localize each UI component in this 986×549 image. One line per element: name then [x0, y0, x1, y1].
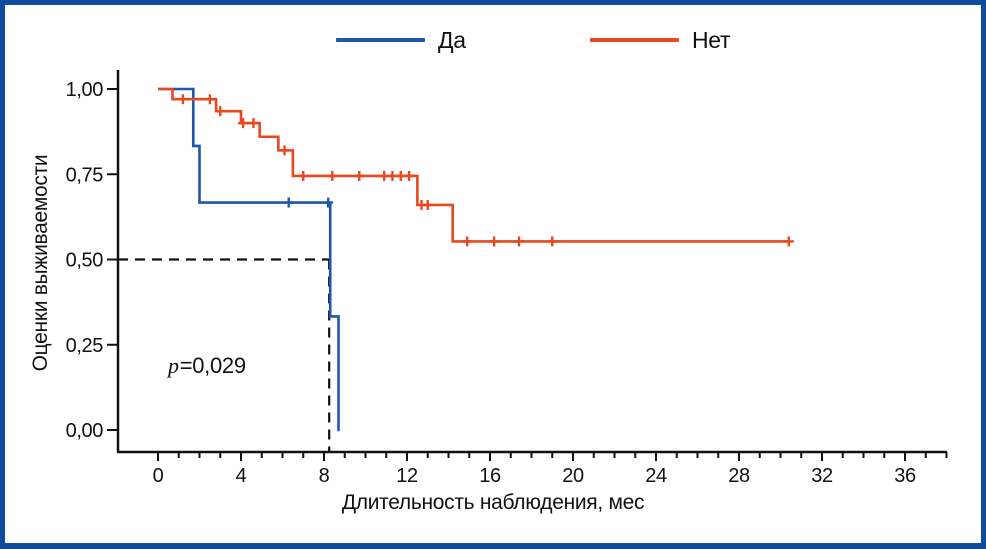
p-value-symbol: p: [168, 353, 179, 378]
y-tick-label: 0,00: [66, 420, 104, 442]
legend-line-sample-yes: [336, 38, 425, 42]
y-tick-label: 0,75: [66, 164, 104, 186]
legend-line-sample-no: [590, 38, 679, 42]
p-value-number: =0,029: [179, 353, 246, 378]
y-tick-label: 0,50: [66, 250, 104, 272]
x-tick-label: 4: [236, 465, 247, 487]
y-axis-title: Оценки выживаемости: [29, 154, 52, 372]
survival-curve-Нет: [158, 87, 789, 243]
x-tick-label: 16: [479, 465, 501, 487]
legend-item-yes: Да: [336, 27, 466, 53]
x-tick-label: 36: [894, 465, 916, 487]
p-value-annotation: p=0,029: [168, 353, 246, 379]
x-axis-title: Длительность наблюдения, мес: [341, 491, 645, 514]
x-tick-label: 12: [396, 465, 418, 487]
kaplan-meier-plot: 0,00 0,25 0,50 0,75 1,00 0 4 8 12 16 20 24 28 32 36: [66, 70, 948, 487]
legend-item-no: Нет: [590, 27, 731, 53]
legend-label-yes: Да: [438, 27, 466, 53]
x-tick-label: 28: [728, 465, 750, 487]
y-tick-label: 1,00: [66, 79, 104, 101]
y-tick-label: 0,25: [66, 335, 104, 357]
x-tick-label: 0: [153, 465, 164, 487]
survival-curve-Да: [158, 87, 340, 432]
x-tick-label: 20: [562, 465, 584, 487]
x-tick-label: 32: [811, 465, 833, 487]
x-tick-label: 8: [319, 465, 330, 487]
legend-label-no: Нет: [692, 27, 731, 53]
x-tick-label: 24: [645, 465, 667, 487]
